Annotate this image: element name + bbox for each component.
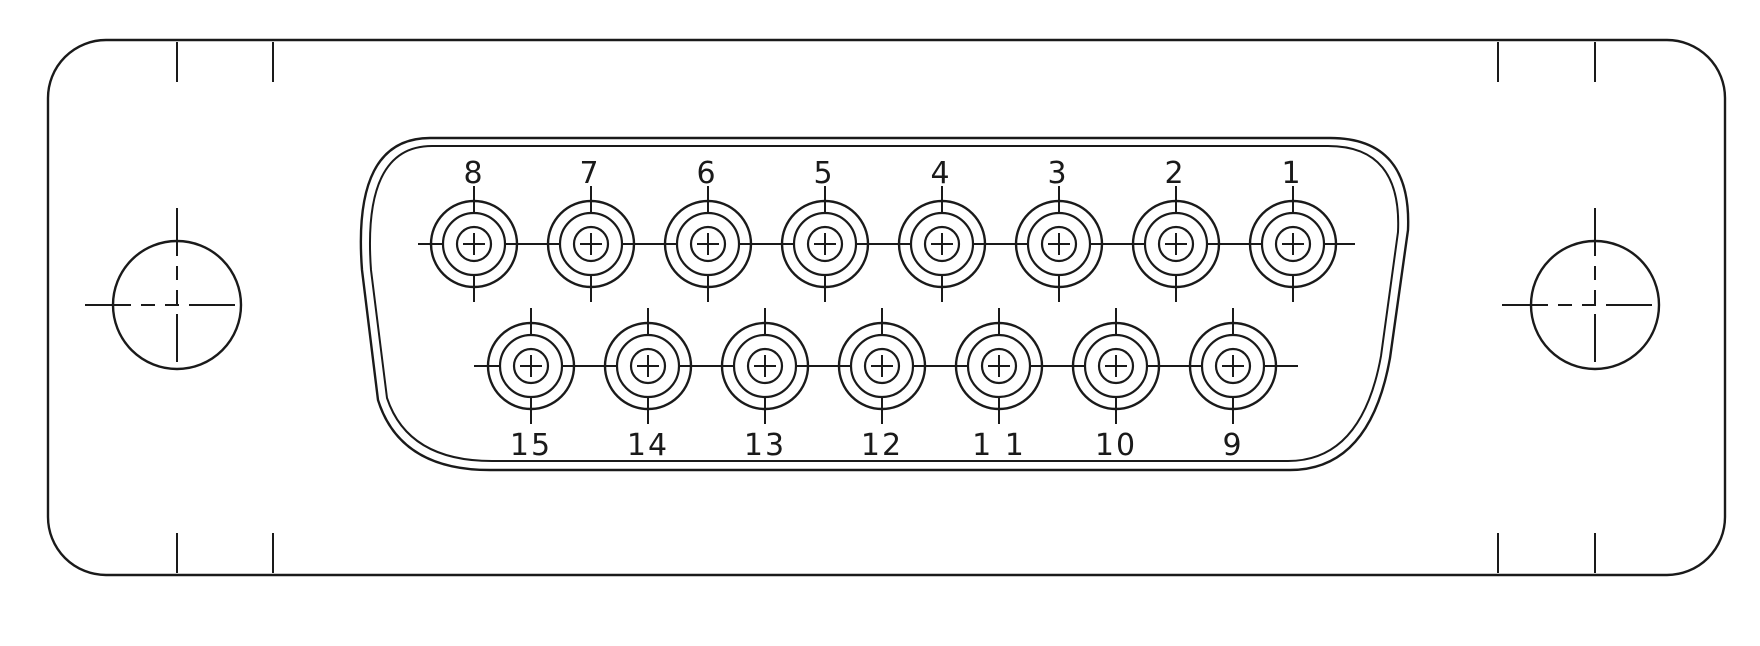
mounting-hole-right [1502,208,1688,400]
pin-contact [1131,186,1221,302]
pin-contact [1071,308,1161,424]
pin-label: 15 [510,428,552,463]
pin-label: 14 [627,428,669,463]
d-shell-inner [369,145,1400,462]
pin-contact [1188,308,1278,424]
d-shell-outer [359,136,1410,472]
pin-contact [429,186,519,302]
pin-contact [837,308,927,424]
pin-contact [546,186,636,302]
pin-contact [603,308,693,424]
connector-flange [46,38,1727,577]
pin-label: 5 [813,156,834,191]
pin-label: 8 [463,156,484,191]
pin-label: 10 [1095,428,1137,463]
pin-contact [486,308,576,424]
pin-contact [720,308,810,424]
pin-contact [954,308,1044,424]
flange-ticks [176,42,1596,573]
pin-label: 12 [861,428,903,463]
pin-label: 9 [1222,428,1243,463]
pin-label: 13 [744,428,786,463]
pin-label: 2 [1164,156,1185,191]
pin-label: 6 [696,156,717,191]
pin-contact [780,186,870,302]
mounting-hole-left [85,208,270,400]
pin-contact [1248,186,1338,302]
pin-contact [663,186,753,302]
pin-label: 4 [930,156,951,191]
pin-label: 1 1 [972,428,1026,463]
pin-label: 3 [1047,156,1068,191]
pin-contact [1014,186,1104,302]
pin-label: 1 [1281,156,1302,191]
pins-layer [429,186,1338,424]
pin-contact [897,186,987,302]
pin-label: 7 [579,156,600,191]
